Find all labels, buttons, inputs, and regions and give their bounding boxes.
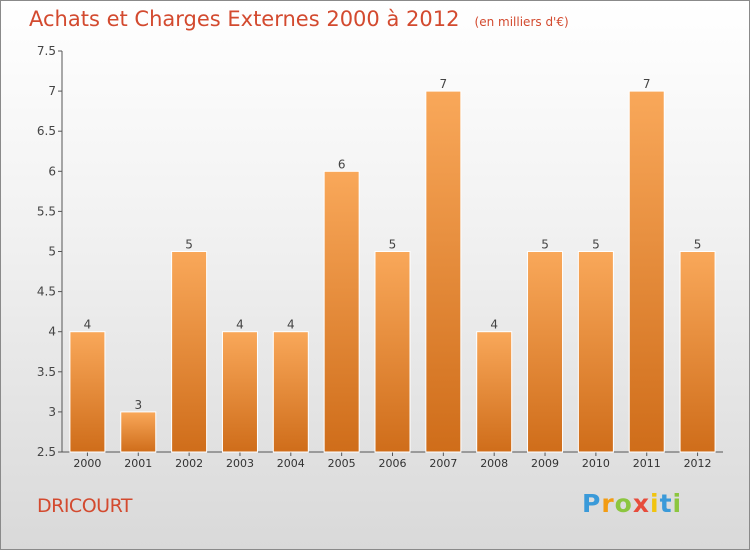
- y-tick-label: 4: [48, 325, 56, 339]
- y-tick-label: 3.5: [37, 365, 56, 379]
- bar: [374, 251, 411, 453]
- logo-letter: x: [632, 489, 650, 518]
- logo-letter: i: [672, 489, 683, 518]
- bars: [69, 90, 716, 453]
- x-tick-label: 2002: [175, 457, 203, 470]
- y-tick-label: 7.5: [37, 44, 56, 58]
- data-label: 7: [440, 77, 448, 91]
- data-label: 5: [694, 238, 702, 252]
- y-tick-label: 3: [48, 405, 56, 419]
- x-tick-label: 2012: [684, 457, 712, 470]
- bar: [171, 251, 208, 453]
- y-tick-label: 5.5: [37, 204, 56, 218]
- bar: [221, 331, 258, 453]
- y-tick-label: 5: [48, 245, 56, 259]
- y-tick-label: 7: [48, 84, 56, 98]
- data-label: 5: [185, 238, 193, 252]
- x-tick-label: 2011: [633, 457, 661, 470]
- x-tick-label: 2008: [480, 457, 508, 470]
- axes: 2.5 3 3.5 4 4.5 5 5.5 6 6.5 7 7.5 2000 2001 2002 2003 2…: [37, 44, 723, 470]
- y-tick-label: 6.5: [37, 124, 56, 138]
- data-label: 3: [134, 398, 142, 412]
- chart-title: Achats et Charges Externes 2000 à 2012 (…: [29, 7, 569, 31]
- bar: [628, 90, 665, 453]
- bar: [577, 251, 614, 453]
- x-tick-label: 2001: [124, 457, 152, 470]
- data-label: 5: [541, 238, 549, 252]
- data-label: 5: [389, 238, 397, 252]
- logo-letter: P: [582, 489, 602, 518]
- proxiti-logo[interactable]: Proxiti: [582, 489, 682, 518]
- data-label: 5: [592, 238, 600, 252]
- x-tick-label: 2010: [582, 457, 610, 470]
- chart-unit: (en milliers d'€): [474, 15, 569, 29]
- chart-title-text: Achats et Charges Externes 2000 à 2012: [29, 7, 460, 31]
- data-label: 6: [338, 157, 346, 171]
- x-tick-label: 2005: [328, 457, 356, 470]
- bar: [69, 331, 106, 453]
- data-label: 4: [287, 318, 295, 332]
- logo-letter: o: [614, 489, 633, 518]
- x-tick-label: 2004: [277, 457, 305, 470]
- bar: [527, 251, 564, 453]
- bar: [272, 331, 309, 453]
- logo-letter: t: [659, 489, 673, 518]
- x-tick-label: 2003: [226, 457, 254, 470]
- data-label: 4: [490, 318, 498, 332]
- logo-letter: r: [601, 489, 615, 518]
- y-tick-label: 6: [48, 164, 56, 178]
- y-tick-label: 4.5: [37, 285, 56, 299]
- data-label: 4: [236, 318, 244, 332]
- bar: [120, 411, 157, 453]
- data-label: 7: [643, 77, 651, 91]
- logo-letter: i: [650, 489, 660, 518]
- bar: [323, 170, 360, 453]
- x-tick-label: 2006: [379, 457, 407, 470]
- x-tick-label: 2000: [73, 457, 101, 470]
- bar: [425, 90, 462, 453]
- bar: [476, 331, 513, 453]
- y-tick-label: 2.5: [37, 445, 56, 459]
- town-name: DRICOURT: [37, 495, 133, 517]
- data-label: 4: [84, 318, 92, 332]
- bar: [679, 251, 716, 453]
- data-labels: 4 3 5 4 4 6 5 7 4 5 5 7 5: [84, 77, 702, 412]
- x-tick-label: 2007: [429, 457, 457, 470]
- x-tick-label: 2009: [531, 457, 559, 470]
